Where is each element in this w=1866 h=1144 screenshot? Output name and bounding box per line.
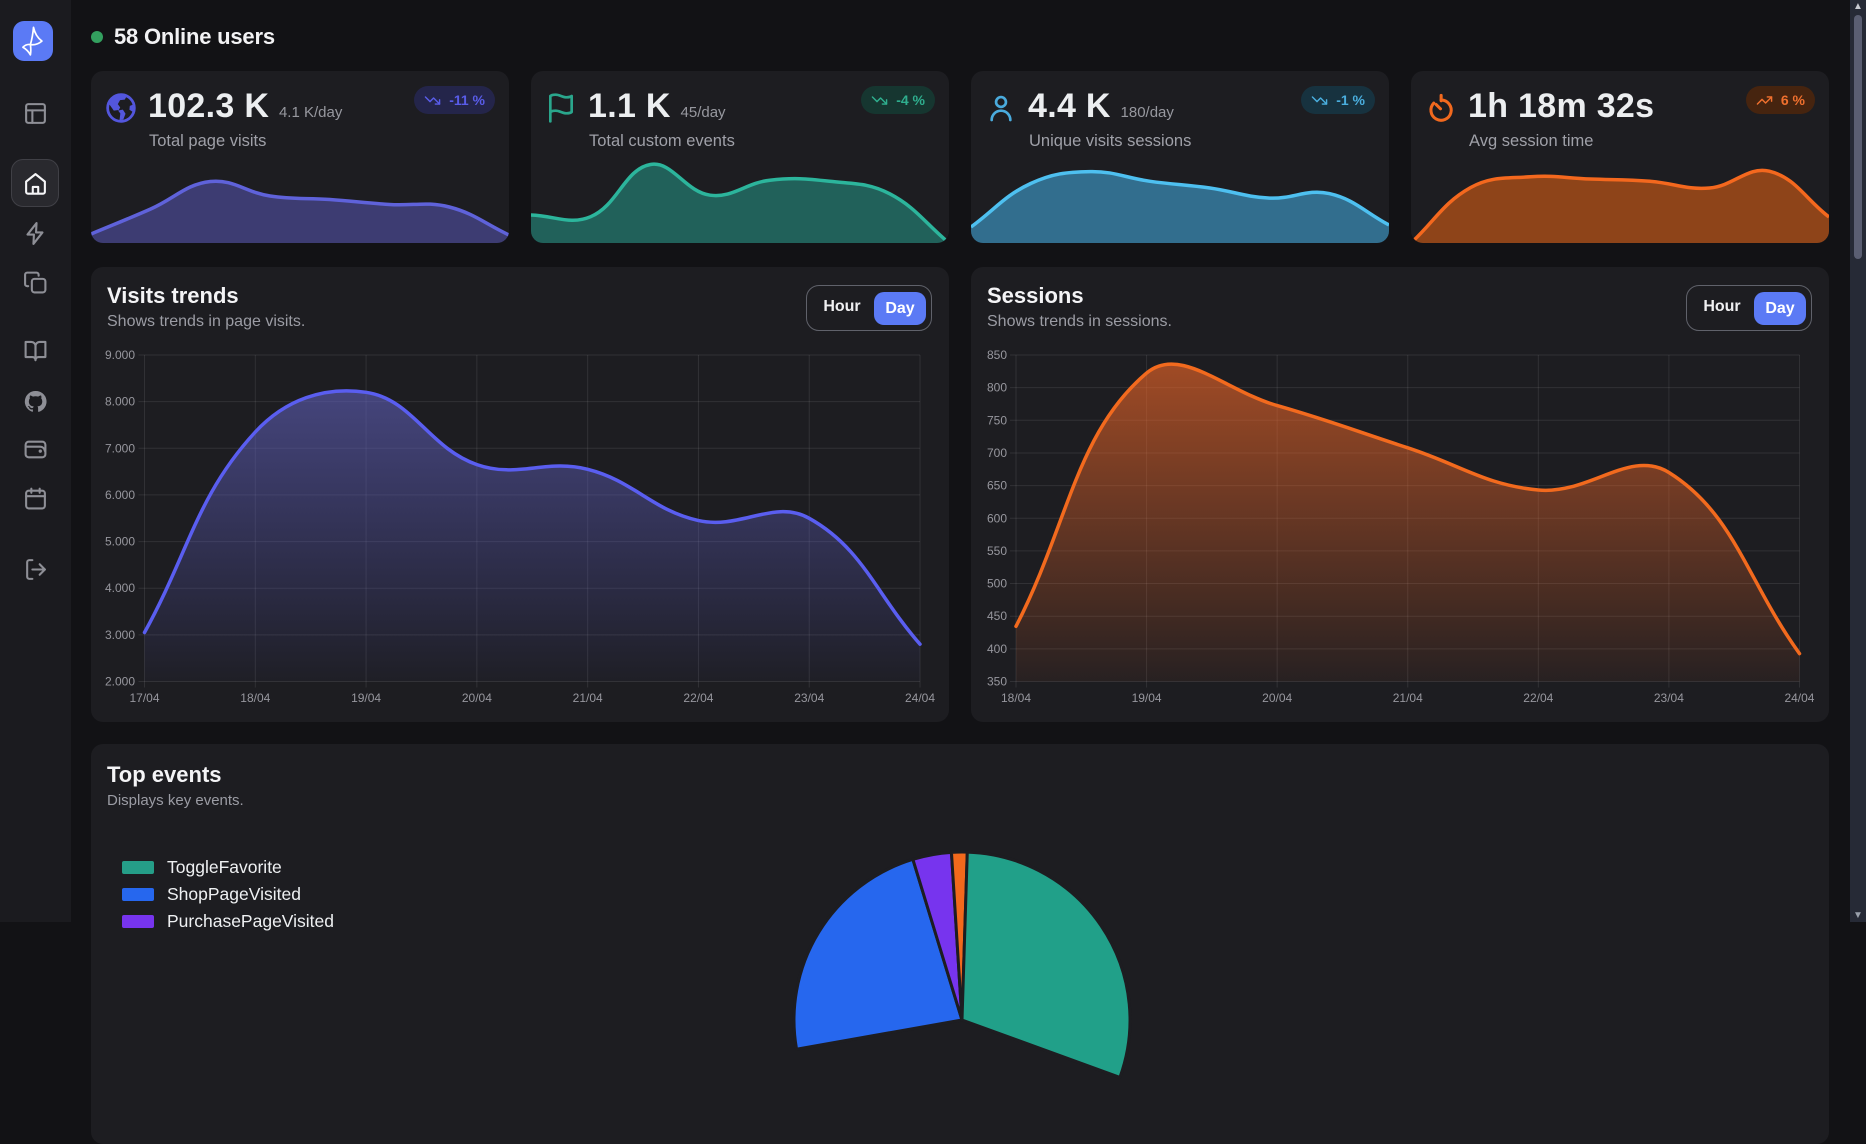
svg-text:650: 650 xyxy=(987,479,1007,493)
svg-text:22/04: 22/04 xyxy=(683,691,713,705)
svg-text:19/04: 19/04 xyxy=(1132,691,1162,705)
svg-text:18/04: 18/04 xyxy=(240,691,270,705)
svg-text:3.000: 3.000 xyxy=(105,628,135,642)
svg-text:850: 850 xyxy=(987,348,1007,362)
svg-text:550: 550 xyxy=(987,544,1007,558)
svg-text:21/04: 21/04 xyxy=(1393,691,1423,705)
svg-text:22/04: 22/04 xyxy=(1523,691,1553,705)
svg-text:750: 750 xyxy=(987,413,1007,427)
svg-text:24/04: 24/04 xyxy=(1784,691,1814,705)
svg-text:8.000: 8.000 xyxy=(105,395,135,409)
svg-text:5.000: 5.000 xyxy=(105,535,135,549)
svg-text:7.000: 7.000 xyxy=(105,441,135,455)
svg-text:24/04: 24/04 xyxy=(905,691,935,705)
svg-text:9.000: 9.000 xyxy=(105,348,135,362)
svg-text:600: 600 xyxy=(987,511,1007,525)
svg-text:18/04: 18/04 xyxy=(1001,691,1031,705)
svg-text:800: 800 xyxy=(987,381,1007,395)
svg-text:20/04: 20/04 xyxy=(1262,691,1292,705)
svg-text:6.000: 6.000 xyxy=(105,488,135,502)
svg-text:20/04: 20/04 xyxy=(462,691,492,705)
svg-text:21/04: 21/04 xyxy=(573,691,603,705)
svg-text:700: 700 xyxy=(987,446,1007,460)
svg-text:19/04: 19/04 xyxy=(351,691,381,705)
svg-text:17/04: 17/04 xyxy=(129,691,159,705)
svg-text:450: 450 xyxy=(987,609,1007,623)
svg-text:2.000: 2.000 xyxy=(105,675,135,689)
svg-text:350: 350 xyxy=(987,675,1007,689)
svg-text:23/04: 23/04 xyxy=(794,691,824,705)
svg-text:400: 400 xyxy=(987,642,1007,656)
svg-text:4.000: 4.000 xyxy=(105,581,135,595)
svg-text:500: 500 xyxy=(987,577,1007,591)
svg-text:23/04: 23/04 xyxy=(1654,691,1684,705)
